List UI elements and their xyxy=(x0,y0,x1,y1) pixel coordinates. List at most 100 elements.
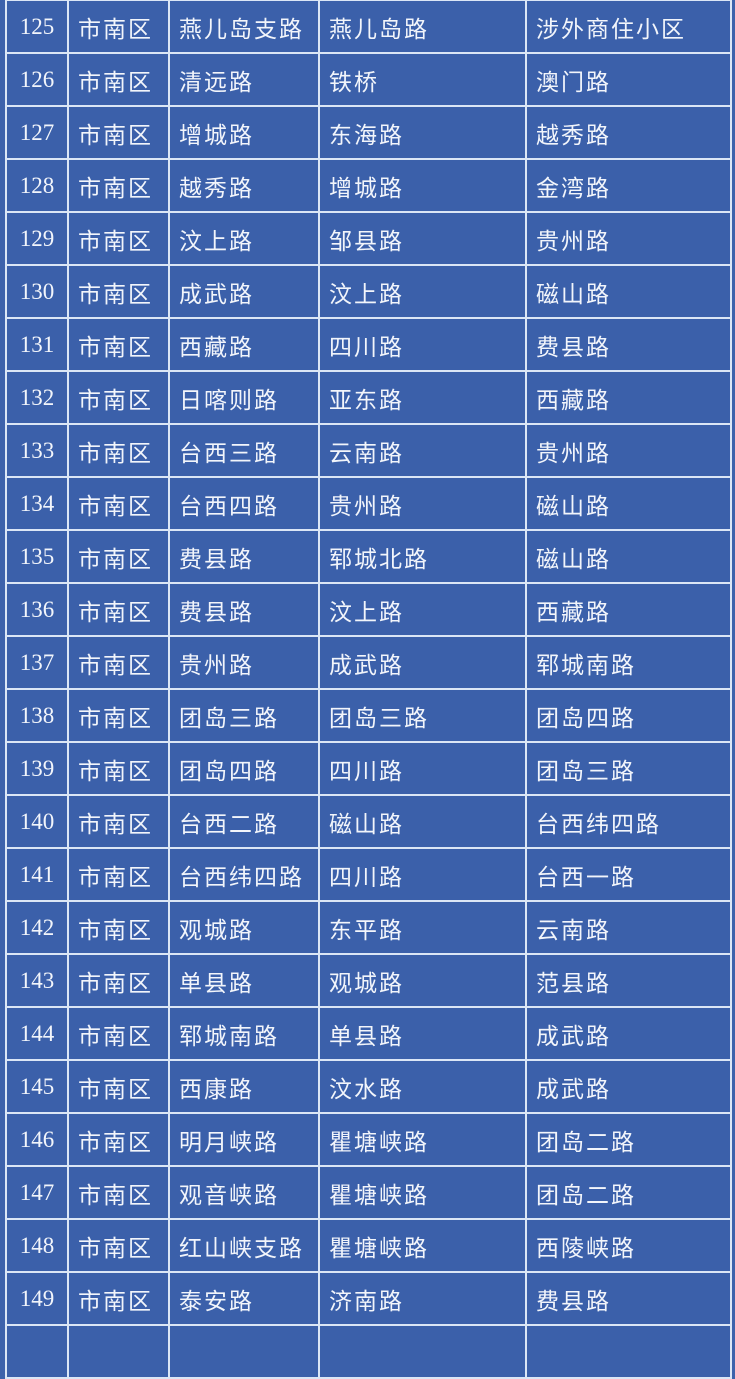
table-row: 127 市南区 增城路 东海路 越秀路 xyxy=(5,105,732,160)
end-point-cell: 磁山路 xyxy=(525,529,732,584)
start-point-cell: 东海路 xyxy=(318,105,527,160)
district-cell: 市南区 xyxy=(67,1112,170,1167)
table-row: 148 市南区 红山峡支路 瞿塘峡路 西陵峡路 xyxy=(5,1218,732,1273)
table-row: 137 市南区 贵州路 成武路 郓城南路 xyxy=(5,635,732,690)
table-row: 131 市南区 西藏路 四川路 费县路 xyxy=(5,317,732,372)
empty-cell xyxy=(168,1324,320,1379)
start-point-cell: 四川路 xyxy=(318,741,527,796)
table-row: 149 市南区 泰安路 济南路 费县路 xyxy=(5,1271,732,1326)
road-name-cell: 燕儿岛支路 xyxy=(168,0,320,54)
end-point-cell: 台西纬四路 xyxy=(525,794,732,849)
empty-cell xyxy=(525,1324,732,1379)
start-point-cell: 增城路 xyxy=(318,158,527,213)
end-point-cell: 团岛二路 xyxy=(525,1165,732,1220)
table-row-partial xyxy=(5,1324,732,1379)
road-name-cell: 单县路 xyxy=(168,953,320,1008)
end-point-cell: 成武路 xyxy=(525,1059,732,1114)
district-cell: 市南区 xyxy=(67,1059,170,1114)
district-cell: 市南区 xyxy=(67,582,170,637)
road-name-cell: 观音峡路 xyxy=(168,1165,320,1220)
road-name-cell: 郓城南路 xyxy=(168,1006,320,1061)
end-point-cell: 费县路 xyxy=(525,1271,732,1326)
end-point-cell: 西藏路 xyxy=(525,582,732,637)
row-number-cell: 135 xyxy=(5,529,69,584)
start-point-cell: 亚东路 xyxy=(318,370,527,425)
row-number-cell: 130 xyxy=(5,264,69,319)
row-number-cell: 125 xyxy=(5,0,69,54)
district-cell: 市南区 xyxy=(67,423,170,478)
road-name-cell: 西藏路 xyxy=(168,317,320,372)
district-cell: 市南区 xyxy=(67,317,170,372)
district-cell: 市南区 xyxy=(67,741,170,796)
district-cell: 市南区 xyxy=(67,264,170,319)
road-name-cell: 贵州路 xyxy=(168,635,320,690)
district-cell: 市南区 xyxy=(67,52,170,107)
start-point-cell: 汶上路 xyxy=(318,582,527,637)
row-number-cell: 126 xyxy=(5,52,69,107)
end-point-cell: 团岛四路 xyxy=(525,688,732,743)
row-number-cell: 149 xyxy=(5,1271,69,1326)
district-cell: 市南区 xyxy=(67,688,170,743)
end-point-cell: 台西一路 xyxy=(525,847,732,902)
start-point-cell: 郓城北路 xyxy=(318,529,527,584)
end-point-cell: 贵州路 xyxy=(525,423,732,478)
district-cell: 市南区 xyxy=(67,1165,170,1220)
table-row: 129 市南区 汶上路 邹县路 贵州路 xyxy=(5,211,732,266)
table-row: 143 市南区 单县路 观城路 范县路 xyxy=(5,953,732,1008)
table-row: 133 市南区 台西三路 云南路 贵州路 xyxy=(5,423,732,478)
row-number-cell: 133 xyxy=(5,423,69,478)
district-cell: 市南区 xyxy=(67,635,170,690)
table-row: 138 市南区 团岛三路 团岛三路 团岛四路 xyxy=(5,688,732,743)
table-row: 125 市南区 燕儿岛支路 燕儿岛路 涉外商住小区 xyxy=(5,0,732,54)
road-name-cell: 越秀路 xyxy=(168,158,320,213)
end-point-cell: 西陵峡路 xyxy=(525,1218,732,1273)
start-point-cell: 燕儿岛路 xyxy=(318,0,527,54)
row-number-cell: 128 xyxy=(5,158,69,213)
district-cell: 市南区 xyxy=(67,1006,170,1061)
table-row: 132 市南区 日喀则路 亚东路 西藏路 xyxy=(5,370,732,425)
road-name-cell: 台西二路 xyxy=(168,794,320,849)
district-cell: 市南区 xyxy=(67,953,170,1008)
row-number-cell: 132 xyxy=(5,370,69,425)
row-number-cell: 143 xyxy=(5,953,69,1008)
start-point-cell: 济南路 xyxy=(318,1271,527,1326)
end-point-cell: 费县路 xyxy=(525,317,732,372)
row-number-cell: 146 xyxy=(5,1112,69,1167)
district-cell: 市南区 xyxy=(67,158,170,213)
district-cell: 市南区 xyxy=(67,0,170,54)
road-name-cell: 明月峡路 xyxy=(168,1112,320,1167)
road-name-cell: 清远路 xyxy=(168,52,320,107)
table-row: 134 市南区 台西四路 贵州路 磁山路 xyxy=(5,476,732,531)
row-number-cell: 127 xyxy=(5,105,69,160)
end-point-cell: 郓城南路 xyxy=(525,635,732,690)
road-name-cell: 团岛四路 xyxy=(168,741,320,796)
table-row: 140 市南区 台西二路 磁山路 台西纬四路 xyxy=(5,794,732,849)
empty-cell xyxy=(318,1324,527,1379)
row-number-cell: 139 xyxy=(5,741,69,796)
end-point-cell: 涉外商住小区 xyxy=(525,0,732,54)
table-row: 141 市南区 台西纬四路 四川路 台西一路 xyxy=(5,847,732,902)
district-cell: 市南区 xyxy=(67,476,170,531)
start-point-cell: 瞿塘峡路 xyxy=(318,1165,527,1220)
table-row: 142 市南区 观城路 东平路 云南路 xyxy=(5,900,732,955)
end-point-cell: 团岛二路 xyxy=(525,1112,732,1167)
table-row: 126 市南区 清远路 铁桥 澳门路 xyxy=(5,52,732,107)
end-point-cell: 澳门路 xyxy=(525,52,732,107)
district-cell: 市南区 xyxy=(67,105,170,160)
table-row: 147 市南区 观音峡路 瞿塘峡路 团岛二路 xyxy=(5,1165,732,1220)
empty-cell xyxy=(67,1324,170,1379)
district-cell: 市南区 xyxy=(67,847,170,902)
start-point-cell: 磁山路 xyxy=(318,794,527,849)
road-name-cell: 台西四路 xyxy=(168,476,320,531)
row-number-cell: 138 xyxy=(5,688,69,743)
end-point-cell: 金湾路 xyxy=(525,158,732,213)
district-cell: 市南区 xyxy=(67,370,170,425)
table-row: 144 市南区 郓城南路 单县路 成武路 xyxy=(5,1006,732,1061)
road-name-cell: 红山峡支路 xyxy=(168,1218,320,1273)
start-point-cell: 成武路 xyxy=(318,635,527,690)
start-point-cell: 贵州路 xyxy=(318,476,527,531)
start-point-cell: 四川路 xyxy=(318,317,527,372)
road-name-cell: 成武路 xyxy=(168,264,320,319)
row-number-cell: 131 xyxy=(5,317,69,372)
start-point-cell: 单县路 xyxy=(318,1006,527,1061)
